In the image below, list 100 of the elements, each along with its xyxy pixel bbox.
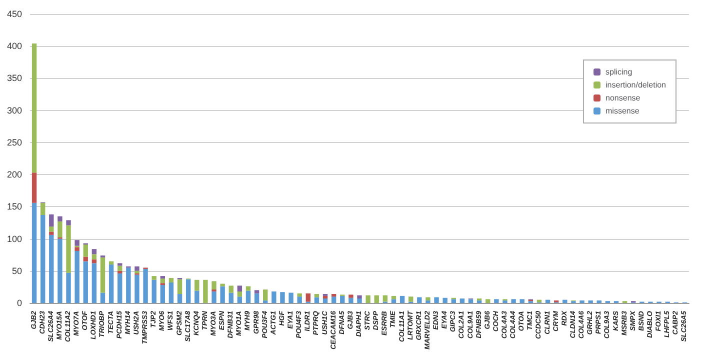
- bar: [203, 280, 208, 303]
- bar: [212, 291, 216, 303]
- bar: [32, 172, 37, 203]
- bar: [58, 221, 62, 238]
- bar: [374, 295, 379, 303]
- bar: [391, 299, 396, 303]
- bar: [228, 286, 234, 293]
- y-tick-label: 300: [6, 105, 22, 116]
- bar: [254, 293, 260, 303]
- bar: [74, 247, 80, 251]
- y-tick-label: 350: [6, 73, 22, 84]
- y-tick-label: 0: [16, 298, 22, 308]
- bar: [134, 266, 140, 271]
- bar: [451, 299, 456, 303]
- bar: [288, 292, 294, 303]
- bar: [297, 293, 302, 297]
- bar: [108, 264, 114, 303]
- bar: [511, 299, 516, 303]
- bar: [74, 240, 80, 246]
- bar: [237, 291, 242, 297]
- bar: [596, 300, 602, 303]
- bar: [126, 268, 131, 303]
- bar: [212, 281, 216, 290]
- bar: [220, 284, 225, 286]
- y-tick-label: 400: [6, 41, 22, 52]
- bar: [118, 273, 122, 303]
- bar: [357, 295, 362, 299]
- bar: [502, 300, 508, 303]
- bar: [254, 290, 260, 294]
- bar: [49, 226, 54, 232]
- bar: [83, 261, 88, 303]
- bar: [58, 238, 62, 303]
- bar: [118, 270, 122, 274]
- bar: [460, 298, 465, 303]
- bar: [186, 279, 191, 303]
- bar: [588, 300, 593, 303]
- bar: [100, 257, 106, 293]
- bar: [152, 280, 156, 303]
- bar: [340, 296, 345, 303]
- y-tick-label: 250: [6, 137, 22, 148]
- bar: [168, 278, 174, 282]
- bar: [246, 290, 251, 303]
- bar: [331, 294, 336, 297]
- bar: [228, 292, 234, 303]
- bar: [408, 296, 414, 302]
- bar: [468, 299, 474, 303]
- bar: [66, 220, 71, 226]
- bar: [536, 300, 542, 302]
- bar: [562, 300, 568, 303]
- bar: [194, 290, 200, 303]
- bar: [426, 300, 430, 303]
- bar: [417, 297, 422, 303]
- bar: [272, 291, 276, 303]
- bar: [348, 294, 354, 298]
- bar: [357, 298, 362, 303]
- bar: [237, 296, 242, 303]
- y-tick-label: 200: [6, 170, 22, 180]
- bar: [134, 274, 140, 303]
- y-tick-label: 450: [6, 9, 22, 19]
- bar: [263, 300, 268, 303]
- bar: [66, 225, 71, 273]
- bar: [476, 300, 482, 303]
- bar: [520, 299, 524, 303]
- bar: [32, 44, 37, 173]
- bar: [220, 286, 225, 303]
- bar: [366, 295, 370, 303]
- bar: [92, 254, 97, 260]
- bar: [143, 268, 148, 303]
- bar: [237, 286, 242, 292]
- legend-label: insertion/deletion: [606, 80, 666, 90]
- bar: [322, 298, 328, 303]
- bar: [314, 297, 320, 303]
- bar: [297, 296, 302, 303]
- bar: [92, 249, 97, 254]
- bar: [134, 270, 140, 274]
- bar: [494, 299, 499, 303]
- legend-label: splicing: [606, 68, 632, 76]
- bar: [83, 256, 88, 262]
- bar: [246, 286, 251, 291]
- bar: [100, 292, 106, 303]
- bar: [118, 263, 122, 266]
- bar: [168, 282, 174, 303]
- bar: [66, 272, 71, 303]
- bar: [40, 202, 46, 216]
- bar: [580, 300, 584, 303]
- bar: [434, 297, 439, 303]
- legend-label: nonsense: [606, 94, 641, 102]
- bar: [118, 266, 122, 271]
- bar: [545, 300, 550, 303]
- bar: [391, 296, 396, 300]
- bar: [83, 244, 88, 257]
- y-tick-label: 150: [6, 202, 22, 212]
- bar: [177, 279, 182, 294]
- legend-label: missense: [606, 106, 640, 116]
- bar: [40, 215, 46, 303]
- bar: [92, 263, 97, 303]
- bar: [74, 250, 80, 303]
- bar: [263, 290, 268, 300]
- bar: [400, 296, 405, 303]
- bar: [348, 298, 354, 303]
